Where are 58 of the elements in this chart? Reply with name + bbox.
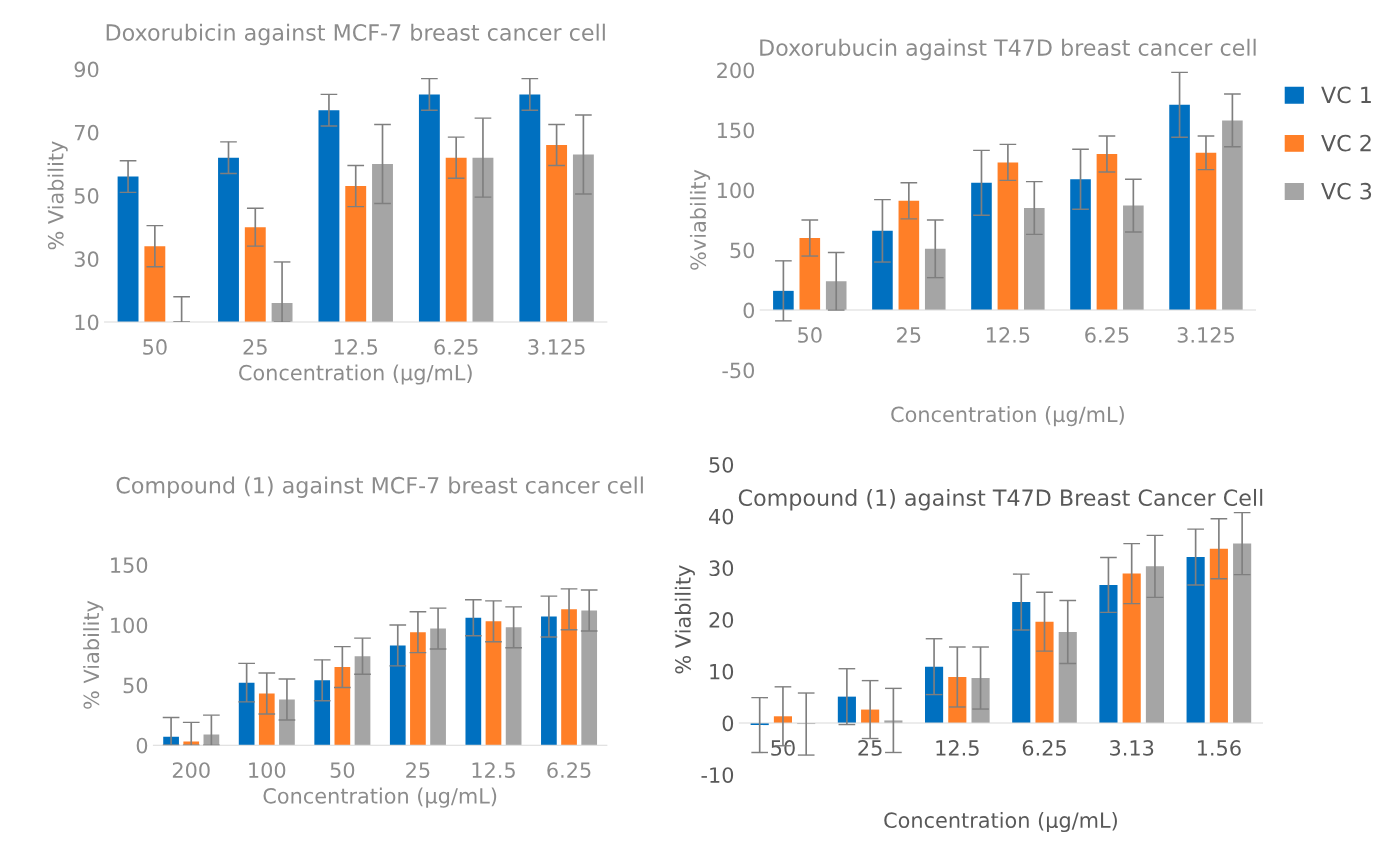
x-axis-title: Concentration (µg/mL) [263, 787, 497, 808]
y-tick-label: 100 [717, 182, 755, 199]
x-tick-label: 12.5 [472, 762, 515, 778]
y-tick-label: 50 [730, 242, 755, 259]
y-tick-label: 20 [709, 612, 734, 628]
y-tick-label: 0 [722, 715, 734, 732]
x-tick-label: 100 [249, 762, 286, 778]
legend-label: VC 1 [1321, 86, 1371, 104]
x-tick-label: 3.13 [1110, 740, 1154, 756]
legend-label: VC 2 [1321, 134, 1371, 152]
x-tick-label: 3.125 [528, 339, 585, 355]
x-tick-label: 12.5 [936, 740, 979, 756]
y-tick-label: 90 [74, 61, 99, 78]
y-tick-label: 10 [710, 663, 734, 680]
y-tick-label: 30 [74, 251, 99, 268]
y-tick-label: 50 [74, 188, 99, 204]
y-tick-label: 100 [111, 617, 148, 634]
x-tick-label: 1.56 [1197, 740, 1241, 756]
x-tick-label: 3.125 [1177, 327, 1234, 343]
x-tick-label: 6.25 [547, 762, 591, 778]
x-tick-label: 6.25 [1022, 740, 1066, 756]
text: Compound (1) against T47D Breast Cancer Cell [738, 488, 1263, 511]
x-tick-label: 6.25 [1085, 327, 1129, 343]
x-tick-label: 50 [143, 339, 167, 355]
y-axis-title: % Viability [674, 565, 695, 674]
x-axis-title: Concentration (µg/mL) [891, 406, 1124, 427]
x-tick-label: 25 [243, 339, 267, 355]
x-tick-label: 50 [798, 327, 822, 343]
x-tick-label: 50 [330, 762, 355, 778]
legend-label: VC 3 [1321, 182, 1372, 200]
chart-title: Doxorubucin against T47D breast cancer cell [760, 38, 1256, 61]
x-tick-label: 25 [858, 740, 882, 756]
y-tick-label: 200 [717, 62, 755, 79]
chart-title: Doxorubicin against MCF-7 breast cancer cell [106, 23, 605, 46]
x-axis-title: Concentration (µg/mL) [239, 364, 472, 385]
y-tick-label: 0 [136, 737, 148, 754]
y-tick-label: 50 [709, 456, 734, 473]
x-tick-label: 25 [406, 762, 430, 778]
y-axis-title: %viability [689, 169, 711, 270]
y-tick-label: 30 [709, 560, 734, 577]
x-tick-label: 12.5 [986, 327, 1030, 343]
y-tick-label: 10 [75, 314, 99, 331]
y-tick-label: 0 [743, 302, 755, 319]
y-tick-label: 70 [74, 124, 99, 141]
x-tick-label: 12.5 [334, 339, 378, 355]
x-tick-label: 6.25 [434, 339, 478, 355]
y-tick-label: -10 [701, 767, 734, 783]
x-axis-title: Concentration (µg/mL) [884, 811, 1117, 833]
y-tick-label: -50 [722, 362, 755, 379]
y-tick-label: 150 [717, 122, 755, 139]
y-axis-title: % Viability [83, 600, 104, 709]
y-axis-title: % Viability [47, 141, 68, 250]
y-tick-label: 40 [709, 508, 734, 525]
y-tick-label: 150 [111, 557, 148, 574]
x-tick-label: 25 [897, 327, 921, 343]
x-tick-label: 200 [172, 762, 210, 778]
y-tick-label: 50 [123, 677, 148, 694]
chart-title: Compound (1) against MCF-7 breast cancer cell [116, 476, 643, 498]
